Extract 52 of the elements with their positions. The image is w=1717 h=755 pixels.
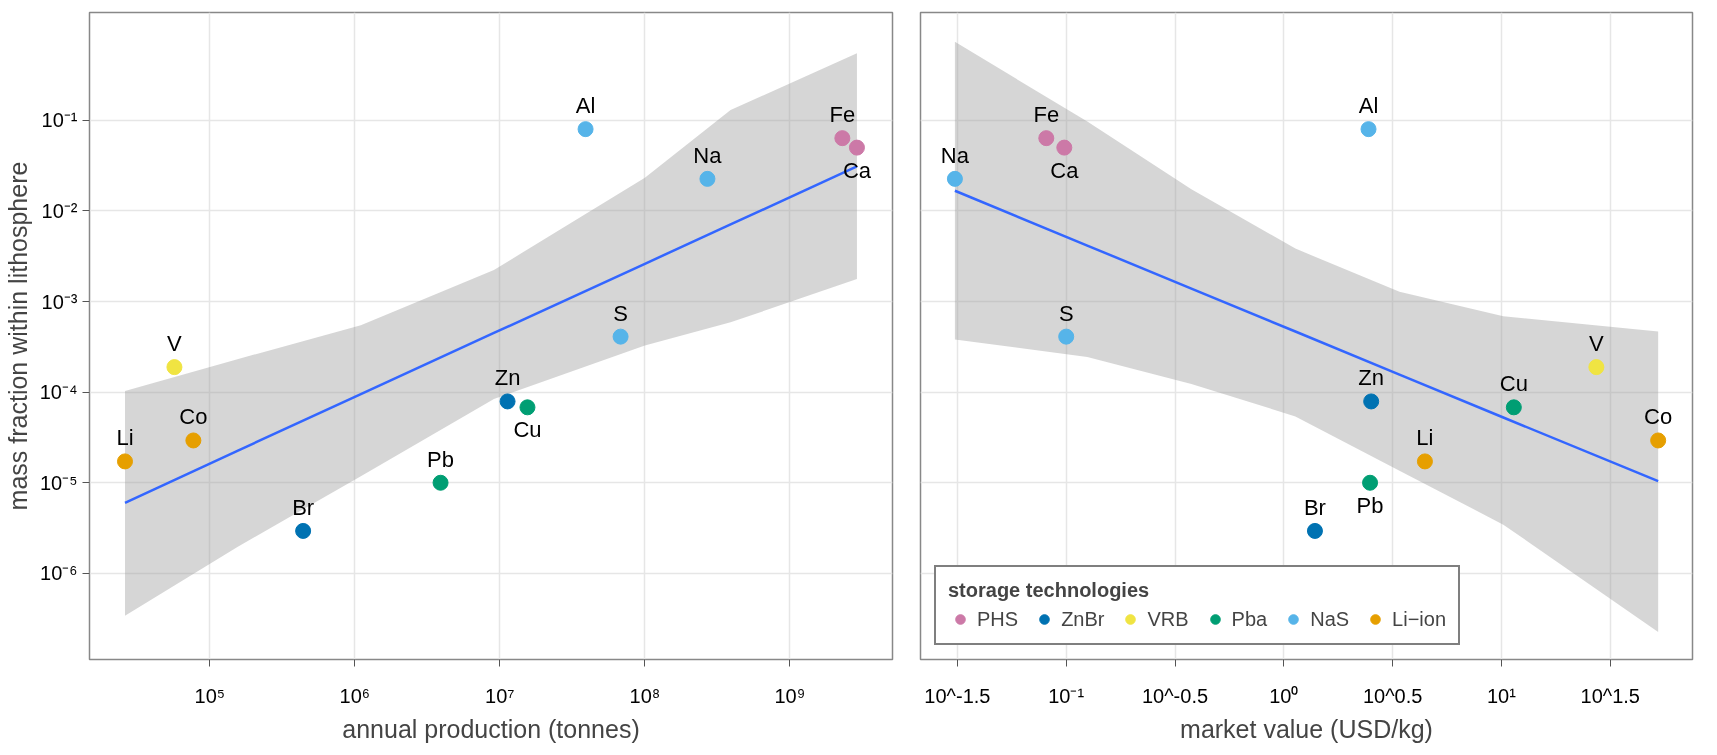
- annotation: Br: [292, 494, 315, 520]
- x-tick-label: 10^1.5: [1580, 684, 1640, 707]
- x-tick-label: 10^0.5: [1362, 684, 1423, 707]
- annotation: V: [1589, 331, 1605, 357]
- annotation: Pb: [427, 446, 455, 472]
- x-tick-label: 10⁷: [485, 684, 515, 707]
- x-tick-label: 10⁸: [629, 684, 661, 707]
- x-tick-label: 10⁻¹: [1048, 684, 1085, 707]
- annotation: Cu: [1499, 371, 1528, 397]
- y-axis-title: mass fraction within lithosphere: [3, 161, 32, 511]
- annotation: Ca: [1050, 157, 1080, 183]
- legend-label: PHS: [977, 607, 1019, 631]
- x-axis-title: annual production (tonnes): [342, 714, 640, 743]
- x-tick-label: 10^-0.5: [1141, 684, 1209, 707]
- x-tick-label: 10^-1.5: [924, 684, 991, 707]
- annotation: Al: [1358, 93, 1379, 119]
- annotation: Li: [116, 425, 134, 451]
- legend-label: Pba: [1231, 607, 1268, 631]
- annotation: Fe: [1033, 102, 1060, 128]
- annotation: Br: [1303, 494, 1326, 520]
- y-tick-label: 10⁻¹: [41, 109, 78, 132]
- y-tick-label: 10⁻³: [41, 290, 78, 313]
- legend-label: ZnBr: [1061, 607, 1105, 631]
- x-tick-label: 10⁶: [339, 684, 371, 707]
- legend-title: storage technologies: [948, 579, 1151, 602]
- annotation: Cu: [513, 417, 542, 443]
- annotation: Ca: [842, 157, 872, 183]
- y-tick-label: 10⁻⁶: [40, 562, 78, 585]
- annotation: Co: [1644, 404, 1673, 430]
- annotation: Na: [940, 142, 970, 168]
- x-tick-label: 10⁰: [1269, 684, 1299, 707]
- annotation: Li: [1416, 425, 1434, 451]
- annotation: Fe: [829, 102, 856, 128]
- annotation: S: [613, 300, 628, 326]
- legend-label: NaS: [1310, 607, 1350, 631]
- x-tick-label: 10⁹: [774, 684, 806, 707]
- annotation: Pb: [1356, 492, 1384, 518]
- annotation: V: [167, 331, 183, 357]
- y-tick-label: 10⁻²: [41, 199, 78, 222]
- y-tick-label: 10⁻⁴: [39, 381, 78, 404]
- annotation: Zn: [1358, 365, 1385, 391]
- x-axis-title: market value (USD/kg): [1180, 714, 1433, 743]
- legend-label: Li−ion: [1392, 607, 1447, 631]
- annotation: S: [1058, 300, 1074, 326]
- annotation: Co: [179, 404, 208, 430]
- x-tick-label: 10¹: [1486, 684, 1517, 707]
- legend-label: VRB: [1147, 607, 1189, 631]
- y-tick-label: 10⁻⁵: [39, 471, 78, 494]
- annotation: Al: [575, 93, 596, 119]
- annotation: Zn: [494, 365, 521, 391]
- x-tick-label: 10⁵: [194, 684, 226, 707]
- annotation: Na: [693, 142, 723, 168]
